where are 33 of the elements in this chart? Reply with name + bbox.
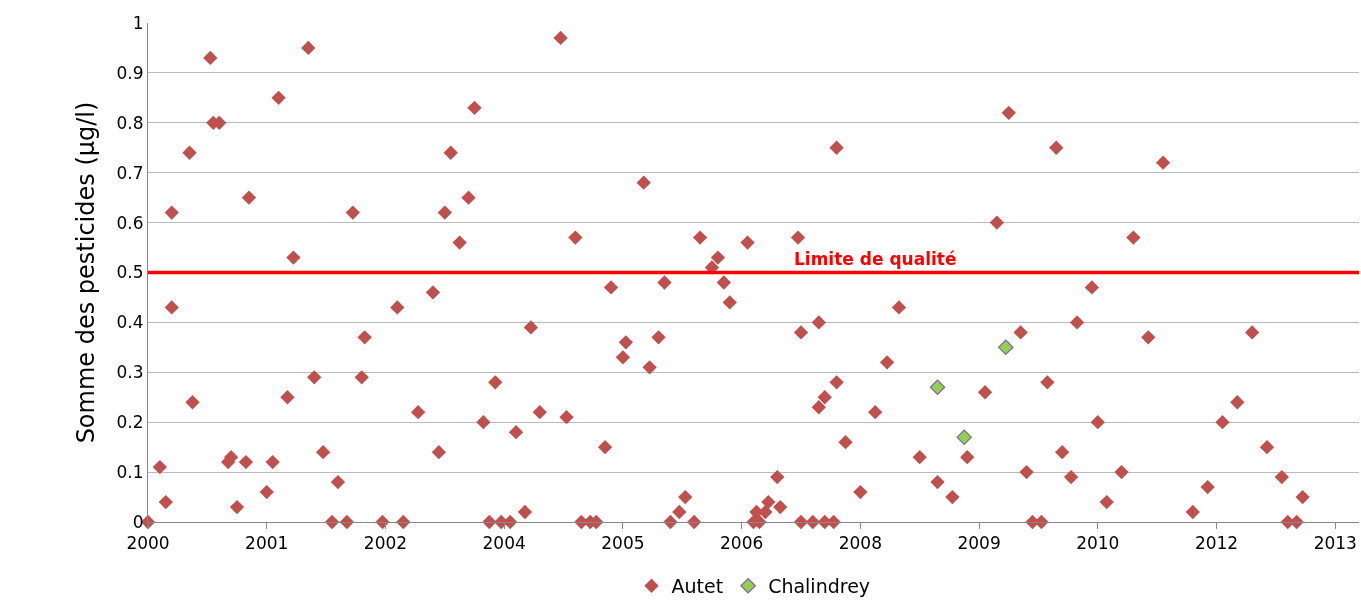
y-tick-label: 0.6 <box>116 212 144 233</box>
y-tick-label: 0.7 <box>116 162 144 183</box>
x-tick-label: 2013 <box>1313 533 1357 554</box>
point <box>929 379 946 396</box>
y-axis-title: Somme des pesticides (µg/l) <box>71 101 100 444</box>
x-tick-label: 2009 <box>957 533 1001 554</box>
y-tick-label: 0.9 <box>116 62 144 83</box>
y-tick-label: 0.8 <box>116 112 144 133</box>
point <box>956 429 972 445</box>
y-tick-label: 1 <box>132 12 144 33</box>
point <box>829 375 844 390</box>
legend-label: Autet <box>671 575 724 598</box>
x-tick-label: 2004 <box>482 533 526 554</box>
ref-line-label: Limite de qualité <box>794 249 957 269</box>
x-tick-label: 2010 <box>1076 533 1120 554</box>
x-tick-label: 2005 <box>601 533 645 554</box>
legend-label: Chalindrey <box>768 575 871 598</box>
point <box>811 400 826 415</box>
x-tick-label: 2012 <box>1194 533 1239 554</box>
x-tick-label: 2000 <box>126 533 170 554</box>
y-tick-label: 0.4 <box>116 312 144 333</box>
y-tick-label: 0.3 <box>116 362 144 383</box>
point <box>998 339 1014 356</box>
x-tick-label: 2001 <box>245 533 289 554</box>
y-tick-label: 0.2 <box>116 412 144 433</box>
x-tick-label: 2006 <box>720 533 764 554</box>
x-tick-label: 2008 <box>838 533 882 554</box>
point <box>164 300 179 315</box>
y-tick-label: 0 <box>132 511 144 532</box>
x-tick-label: 2002 <box>363 533 408 554</box>
y-tick-label: 0.1 <box>116 462 144 483</box>
y-tick-label: 0.5 <box>116 262 144 283</box>
point <box>793 514 809 530</box>
